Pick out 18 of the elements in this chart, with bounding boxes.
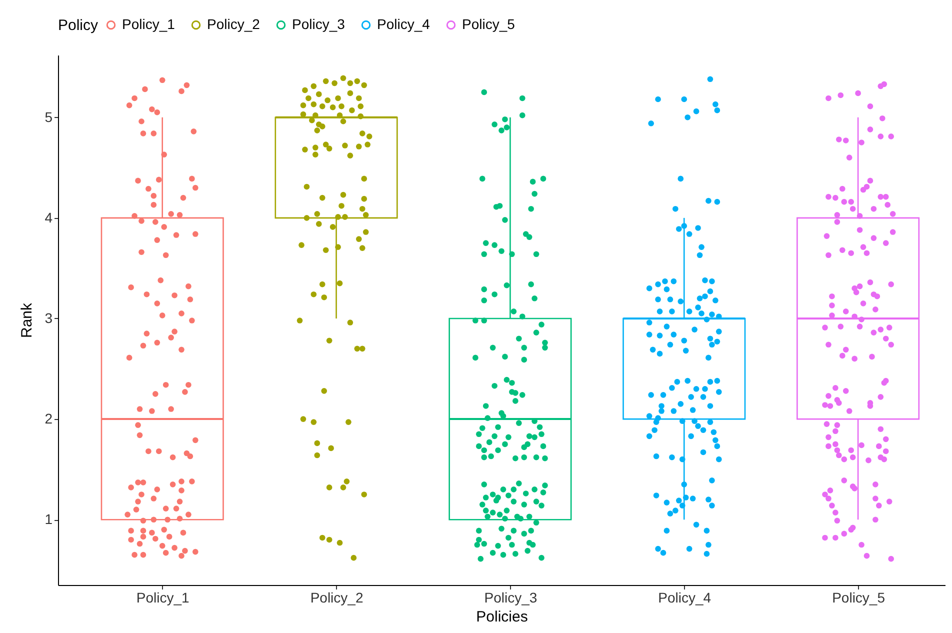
x-tick-label: Policy_1 (136, 590, 190, 606)
y-tick-label: 1 (44, 511, 53, 528)
x-tick-label: Policy_4 (658, 590, 712, 606)
y-axis-title: Rank (18, 302, 36, 338)
x-tick-label: Policy_5 (832, 590, 886, 606)
legend-title: Policy (58, 17, 99, 34)
x-axis-title: Policies (476, 608, 528, 626)
x-tick-label: Policy_2 (310, 590, 364, 606)
y-tick-label: 4 (44, 209, 53, 226)
y-tick-label: 5 (44, 108, 53, 125)
legend-label: Policy_1 (122, 16, 176, 32)
legend-label: Policy_5 (462, 16, 516, 32)
legend-label: Policy_4 (377, 16, 430, 32)
y-tick-label: 3 (44, 310, 53, 326)
x-tick-label: Policy_3 (484, 590, 538, 606)
legend-label: Policy_2 (207, 16, 260, 32)
y-tick-label: 2 (44, 410, 53, 427)
legend-label: Policy_3 (292, 16, 346, 32)
